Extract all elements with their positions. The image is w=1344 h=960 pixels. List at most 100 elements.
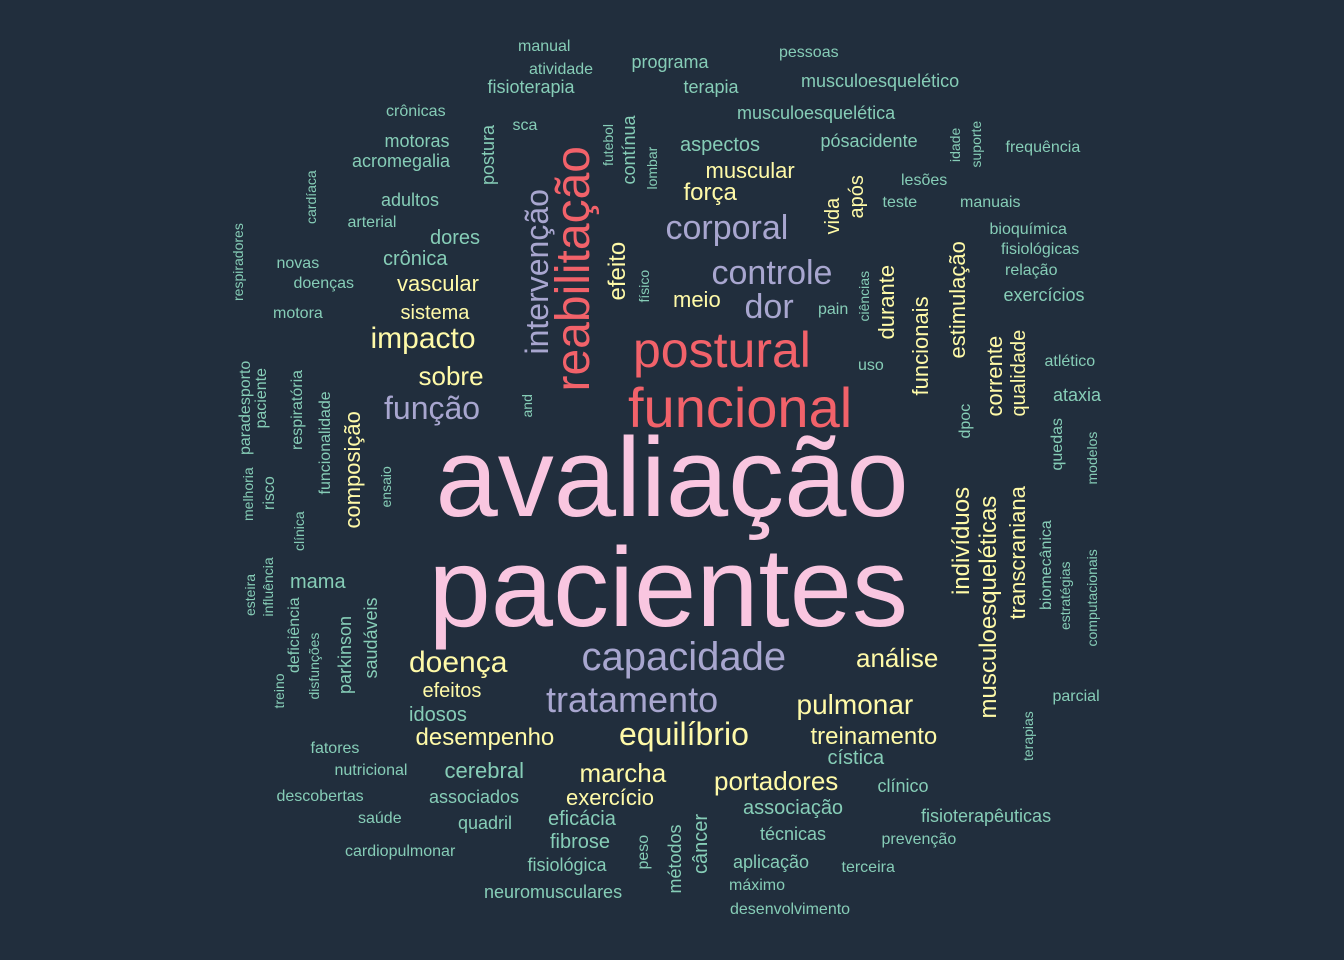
word-postura: postura (478, 124, 498, 185)
word-capacidade: capacidade (581, 635, 787, 679)
word-musculoesqueléticas: musculoesqueléticas (975, 495, 1002, 719)
word-cística: cística (827, 747, 885, 769)
word-respiradores: respiradores (230, 223, 246, 301)
word-aplicação: aplicação (733, 852, 810, 872)
word-nutricional: nutricional (334, 762, 408, 779)
word-ataxia: ataxia (1053, 385, 1102, 405)
word-deficiência: deficiência (286, 597, 303, 673)
word-exercício: exercício (566, 785, 655, 810)
word-bioquímica: bioquímica (989, 221, 1067, 238)
word-parkinson: parkinson (335, 615, 355, 694)
word-equilíbrio: equilíbrio (619, 716, 749, 752)
word-exercícios: exercícios (1003, 285, 1085, 305)
word-terapias: terapias (1020, 711, 1036, 761)
word-funcionais: funcionais (908, 296, 933, 396)
word-disfunções: disfunções (306, 632, 322, 700)
word-reabilitação: reabilitação (547, 146, 600, 392)
word-funcionalidade: funcionalidade (317, 391, 334, 495)
word-contínua: contínua (619, 115, 639, 185)
word-métodos: métodos (665, 824, 685, 894)
word-lombar: lombar (644, 146, 660, 190)
word-pessoas: pessoas (779, 44, 839, 61)
word-acromegalia: acromegalia (352, 151, 451, 171)
word-pacientes: pacientes (428, 525, 908, 650)
word-cardiopulmonar: cardiopulmonar (345, 843, 456, 860)
word-mama: mama (290, 571, 346, 593)
word-fisiológica: fisiológica (527, 855, 607, 875)
word-fisioterapia: fisioterapia (487, 77, 575, 97)
word-crônica: crônica (383, 248, 448, 270)
word-ciências: ciências (856, 270, 872, 322)
word-computacionais: computacionais (1084, 549, 1100, 647)
word-composição: composição (340, 411, 365, 529)
word-intervenção: intervenção (519, 189, 555, 355)
word-meio: meio (673, 287, 721, 312)
word-clínica: clínica (291, 511, 307, 551)
word-aspectos: aspectos (680, 134, 761, 156)
word-programa: programa (631, 52, 709, 72)
word-portadores: portadores (714, 766, 839, 796)
word-paradesporto: paradesporto (237, 360, 254, 455)
word-atividade: atividade (529, 61, 594, 78)
word-treinamento: treinamento (810, 723, 938, 750)
word-ensaio: ensaio (378, 466, 394, 508)
word-fatores: fatores (310, 740, 360, 757)
word-lesões: lesões (901, 172, 948, 189)
word-adultos: adultos (381, 190, 440, 210)
word-novas: novas (276, 255, 320, 272)
word-teste: teste (882, 194, 918, 211)
word-clínico: clínico (877, 776, 929, 796)
word-neuromusculares: neuromusculares (484, 882, 623, 902)
word-peso: peso (635, 834, 652, 870)
word-função: função (384, 390, 481, 426)
word-associados: associados (429, 787, 520, 807)
word-dores: dores (430, 227, 481, 249)
word-dor: dor (744, 288, 794, 326)
word-corrente: corrente (982, 335, 1007, 417)
word-durante: durante (874, 264, 899, 340)
word-desempenho: desempenho (415, 724, 555, 751)
word-câncer: câncer (690, 813, 712, 874)
word-idosos: idosos (409, 704, 467, 726)
word-esteira: esteira (242, 573, 258, 616)
word-associação: associação (743, 797, 844, 819)
word-manuais: manuais (960, 194, 1021, 211)
word-uso: uso (858, 357, 884, 374)
word-saudáveis: saudáveis (361, 597, 381, 679)
word-indivíduos: indivíduos (948, 486, 975, 595)
word-impacto: impacto (370, 322, 476, 355)
word-fisiológicas: fisiológicas (1001, 241, 1080, 258)
word-arterial: arterial (347, 214, 397, 231)
word-desenvolvimento: desenvolvimento (730, 901, 851, 918)
word-efeito: efeito (604, 241, 631, 301)
word-controle: controle (711, 254, 833, 292)
word-descobertas: descobertas (276, 788, 364, 805)
word-terceira: terceira (841, 859, 895, 876)
word-qualidade: qualidade (1008, 329, 1030, 417)
word-manual: manual (518, 38, 571, 55)
word-sobre: sobre (418, 361, 484, 391)
word-pain: pain (818, 301, 849, 318)
word-cardíaca: cardíaca (303, 170, 319, 224)
word-marcha: marcha (579, 758, 667, 788)
word-dpoc: dpoc (957, 403, 974, 439)
word-and: and (519, 394, 535, 418)
word-efeitos: efeitos (422, 680, 482, 702)
word-doenças: doenças (293, 275, 355, 292)
word-frequência: frequência (1005, 139, 1081, 156)
word-pulmonar: pulmonar (796, 689, 914, 720)
word-após: após (846, 175, 868, 219)
word-técnicas: técnicas (760, 824, 827, 844)
word-motoras: motoras (384, 131, 450, 151)
word-motora: motora (273, 305, 323, 322)
word-respiratória: respiratória (289, 369, 306, 450)
word-corporal: corporal (665, 209, 789, 247)
word-saúde: saúde (358, 810, 402, 827)
word-terapia: terapia (683, 77, 739, 97)
word-paciente: paciente (253, 368, 270, 429)
word-estratégias: estratégias (1057, 561, 1073, 630)
word-força: força (683, 179, 737, 206)
word-treino: treino (271, 673, 287, 709)
word-parcial: parcial (1052, 688, 1100, 705)
